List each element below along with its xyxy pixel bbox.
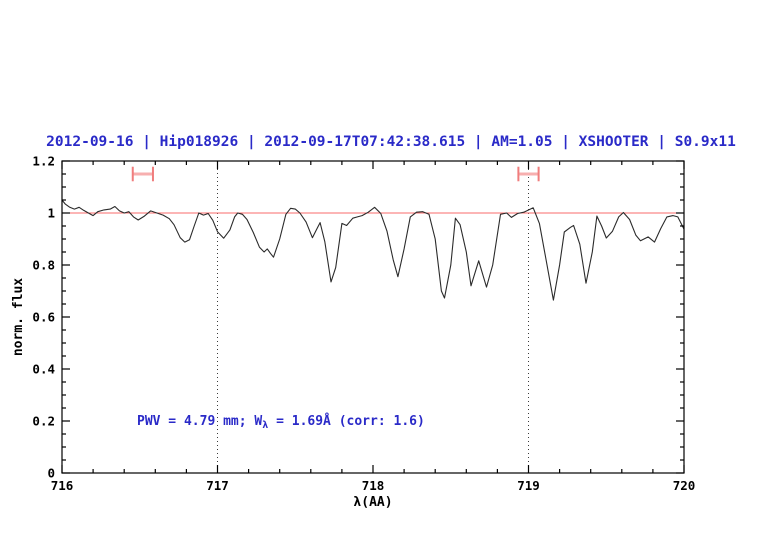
pwv-annotation: PWV = 4.79 mm; Wλ = 1.69Å (corr: 1.6)	[137, 414, 425, 431]
x-tick-label-717: 717	[206, 478, 229, 493]
y-tick-label-0.4: 0.4	[32, 362, 55, 377]
axes-box-and-ticks	[61, 160, 685, 474]
y-tick-label-0.2: 0.2	[32, 414, 55, 429]
pwv-annotation-pre: PWV = 4.79 mm; W	[137, 414, 263, 429]
spectrum-polyline	[61, 199, 685, 301]
y-tick-label-1.2: 1.2	[32, 154, 55, 169]
y-tick-label-0: 0	[47, 466, 55, 481]
plot-title: 2012-09-16 | Hip018926 | 2012-09-17T07:4…	[46, 134, 736, 150]
y-tick-label-0.8: 0.8	[32, 258, 55, 273]
pwv-annotation-post: = 1.69Å (corr: 1.6)	[268, 414, 425, 429]
spectrum-line	[61, 199, 685, 301]
y-tick-label-1: 1	[47, 206, 55, 221]
x-tick-label-719: 719	[517, 478, 540, 493]
tick-labels: 716 717 718 719 720 0 0.2 0.4 0.6 0.8 1 1.2	[32, 154, 695, 494]
x-tick-label-720: 720	[673, 478, 696, 493]
x-axis-label: λ(AA)	[353, 495, 392, 510]
x-tick-label-716: 716	[51, 478, 74, 493]
pwv-annotation-lambda-subscript: λ	[262, 420, 269, 431]
y-tick-label-0.6: 0.6	[32, 310, 55, 325]
x-tick-label-718: 718	[362, 478, 385, 493]
y-axis-label: norm. flux	[11, 278, 26, 356]
band-range-markers	[131, 166, 540, 182]
